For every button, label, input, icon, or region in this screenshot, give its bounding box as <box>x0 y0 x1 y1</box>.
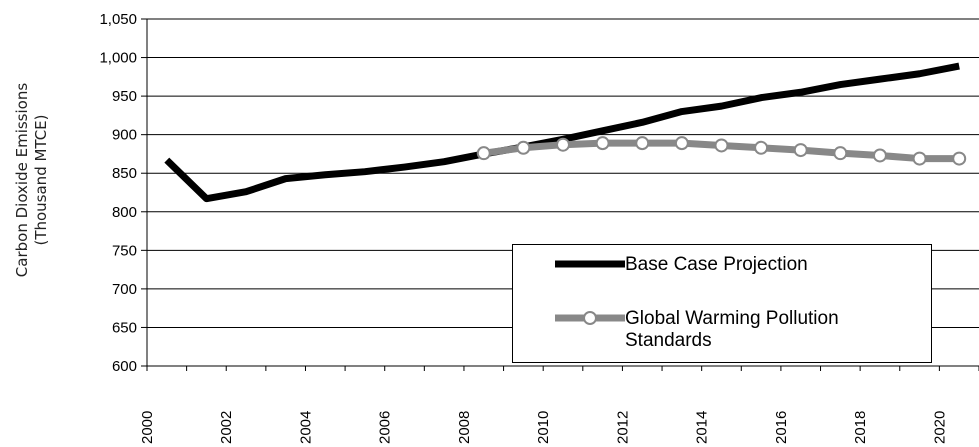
y-tick-label: 850 <box>112 165 137 182</box>
x-tick-label: 2006 <box>377 411 394 444</box>
series-point-gwps <box>912 151 927 166</box>
x-tick-label: 2010 <box>535 411 552 444</box>
legend-line-gwps <box>555 311 625 325</box>
series-point-gwps <box>833 146 848 161</box>
y-axis-label-line-1: Carbon Dioxide Emissions <box>13 82 31 278</box>
legend: Base Case Projection Global Warming Poll… <box>512 244 932 363</box>
x-tick-labels: 2000 2002 2004 2006 2008 2010 2012 2014 2016 2018… <box>139 411 948 444</box>
y-tick-label: 800 <box>112 204 137 221</box>
series-point-gwps <box>556 137 570 152</box>
gridlines <box>147 18 979 367</box>
legend-item-gwps: Global Warming Pollution Standards <box>513 308 915 352</box>
y-tick-label: 900 <box>112 127 137 144</box>
series-point-gwps <box>674 136 689 151</box>
x-tick-label: 2004 <box>297 411 314 444</box>
series-point-gwps <box>952 151 967 166</box>
legend-label-base-case: Base Case Projection <box>625 254 808 275</box>
series-point-gwps <box>793 143 808 158</box>
y-tick-label: 1,000 <box>99 50 137 67</box>
legend-swatch-gwps <box>555 308 625 328</box>
y-tick-labels: 600 650 700 750 800 850 900 950 1,000 1,050 <box>99 11 137 375</box>
y-axis-label-wrap: Carbon Dioxide Emissions (Thousand MTCE) <box>2 60 62 300</box>
x-tick-label: 2012 <box>614 411 631 444</box>
y-tick-label: 650 <box>112 319 137 336</box>
legend-label-gwps-line-2: Standards <box>625 330 712 351</box>
x-tick-label: 2018 <box>852 411 869 444</box>
x-tick-label: 2000 <box>139 411 156 444</box>
x-tick-label: 2002 <box>218 411 235 444</box>
legend-label-gwps-line-1: Global Warming Pollution <box>625 308 839 329</box>
x-tick-label: 2016 <box>773 411 790 444</box>
y-tick-label: 750 <box>112 242 137 259</box>
axes <box>141 18 979 371</box>
series-point-gwps <box>516 140 531 155</box>
y-tick-label: 700 <box>112 281 137 298</box>
legend-item-base-case: Base Case Projection <box>513 254 915 276</box>
series-lines <box>164 62 967 203</box>
y-axis-label: Carbon Dioxide Emissions (Thousand MTCE) <box>13 50 51 310</box>
y-tick-label: 600 <box>112 358 137 375</box>
y-axis-label-line-2: (Thousand MTCE) <box>32 114 50 246</box>
series-point-gwps <box>635 136 650 151</box>
series-line-base-case <box>164 62 960 203</box>
legend-swatch-base-case <box>555 254 625 274</box>
y-tick-label: 1,050 <box>99 11 137 28</box>
series-point-gwps <box>476 146 491 161</box>
x-tick-label: 2020 <box>931 411 948 444</box>
x-tick-label: 2014 <box>694 411 711 444</box>
legend-label-gwps: Global Warming Pollution Standards <box>625 308 915 352</box>
x-tick-label: 2008 <box>456 411 473 444</box>
series-point-gwps <box>595 136 610 151</box>
series-point-gwps <box>754 140 769 155</box>
series-point-gwps <box>872 148 887 163</box>
legend-line-base-case <box>555 260 625 268</box>
y-tick-label: 950 <box>112 88 137 105</box>
series-point-gwps <box>714 138 729 153</box>
